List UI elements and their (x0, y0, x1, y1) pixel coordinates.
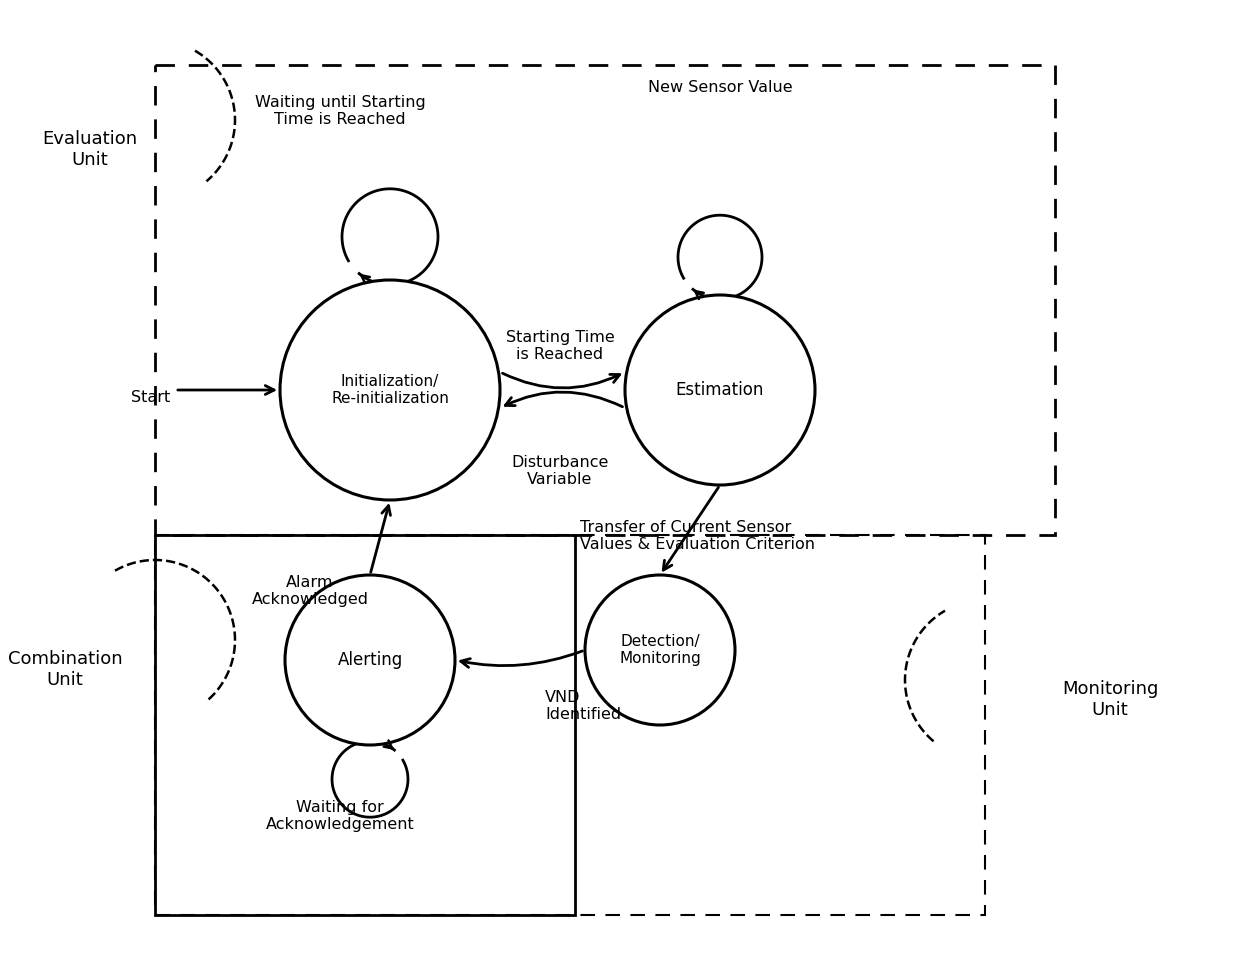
Circle shape (625, 295, 815, 485)
FancyArrowPatch shape (663, 487, 718, 570)
Text: Start: Start (130, 390, 170, 405)
Text: Evaluation
Unit: Evaluation Unit (42, 130, 138, 169)
Text: Waiting until Starting
Time is Reached: Waiting until Starting Time is Reached (254, 95, 425, 127)
FancyArrowPatch shape (505, 392, 622, 407)
Circle shape (280, 280, 500, 500)
Text: VND
Identified: VND Identified (546, 690, 621, 722)
Text: Waiting for
Acknowledgement: Waiting for Acknowledgement (265, 800, 414, 832)
Text: New Sensor Value: New Sensor Value (647, 80, 792, 95)
FancyArrowPatch shape (461, 651, 583, 667)
FancyArrowPatch shape (177, 385, 274, 394)
FancyArrowPatch shape (371, 506, 391, 572)
FancyArrowPatch shape (502, 373, 620, 388)
Text: Alarm
Acknowledged: Alarm Acknowledged (252, 575, 368, 608)
Text: Combination
Unit: Combination Unit (7, 650, 123, 689)
Text: Transfer of Current Sensor
Values & Evaluation Criterion: Transfer of Current Sensor Values & Eval… (580, 520, 815, 553)
Text: Initialization/
Re-initialization: Initialization/ Re-initialization (331, 373, 449, 406)
Text: Disturbance
Variable: Disturbance Variable (511, 455, 609, 487)
Bar (155, 535, 575, 915)
Circle shape (285, 575, 455, 745)
Bar (155, 535, 985, 915)
Text: Starting Time
is Reached: Starting Time is Reached (506, 330, 614, 363)
Bar (155, 65, 1055, 535)
Text: Alerting: Alerting (337, 651, 403, 669)
Text: Monitoring
Unit: Monitoring Unit (1061, 680, 1158, 718)
Text: Estimation: Estimation (676, 381, 764, 399)
Circle shape (585, 575, 735, 725)
Text: Detection/
Monitoring: Detection/ Monitoring (619, 634, 701, 666)
